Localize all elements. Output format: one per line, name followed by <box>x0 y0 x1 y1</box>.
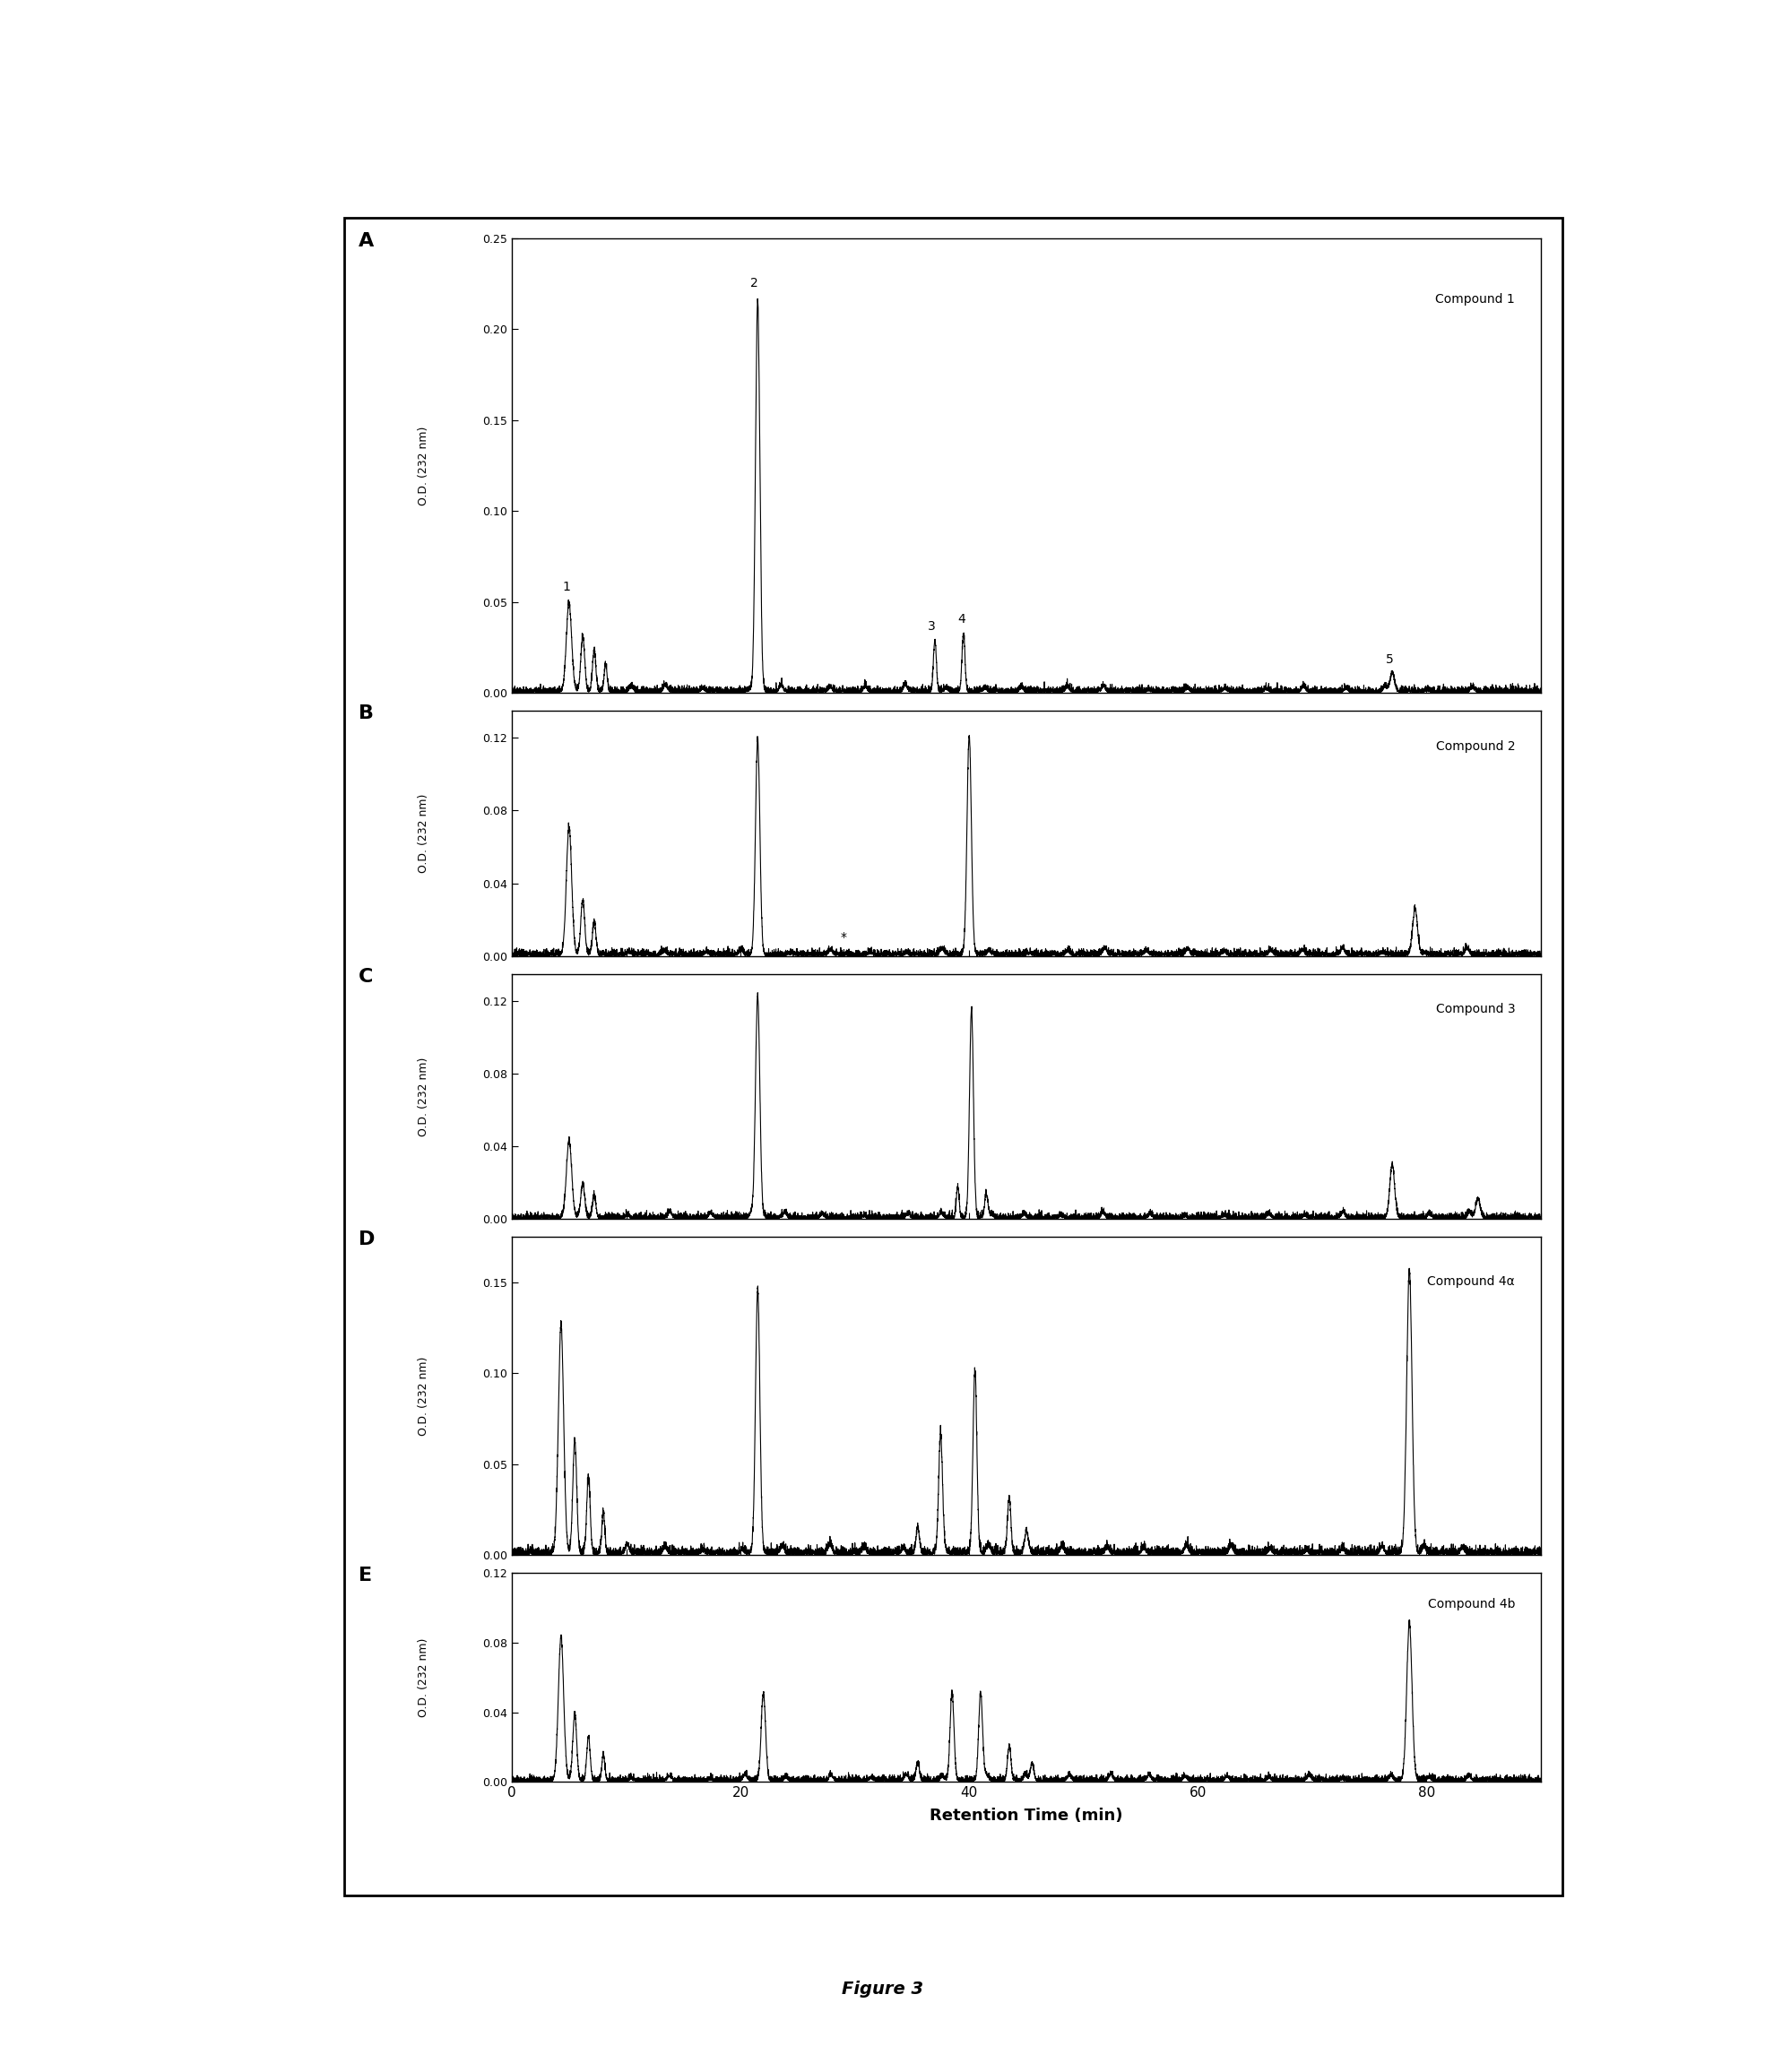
Text: Compound 1: Compound 1 <box>1435 292 1514 305</box>
Text: O.D. (232 nm): O.D. (232 nm) <box>418 794 429 872</box>
Text: O.D. (232 nm): O.D. (232 nm) <box>418 1637 429 1718</box>
Text: *: * <box>840 930 847 943</box>
Text: Figure 3: Figure 3 <box>842 1981 923 1997</box>
Text: Compound 2: Compound 2 <box>1435 740 1514 752</box>
Text: Compound 4α: Compound 4α <box>1428 1274 1514 1287</box>
Text: 1: 1 <box>563 580 570 593</box>
Text: Compound 4b: Compound 4b <box>1428 1598 1514 1610</box>
Text: 5: 5 <box>1386 653 1394 665</box>
Text: D: D <box>358 1231 374 1249</box>
Text: 2: 2 <box>750 278 759 290</box>
Text: 3: 3 <box>928 620 935 632</box>
Text: A: A <box>358 232 374 251</box>
X-axis label: Retention Time (min): Retention Time (min) <box>930 1807 1123 1823</box>
Text: B: B <box>358 704 374 723</box>
Text: E: E <box>358 1566 372 1585</box>
Text: Compound 3: Compound 3 <box>1435 1003 1514 1015</box>
Text: O.D. (232 nm): O.D. (232 nm) <box>418 1057 429 1135</box>
Text: O.D. (232 nm): O.D. (232 nm) <box>418 427 429 506</box>
Text: C: C <box>358 968 372 986</box>
Text: O.D. (232 nm): O.D. (232 nm) <box>418 1357 429 1436</box>
Text: 4: 4 <box>957 613 965 626</box>
